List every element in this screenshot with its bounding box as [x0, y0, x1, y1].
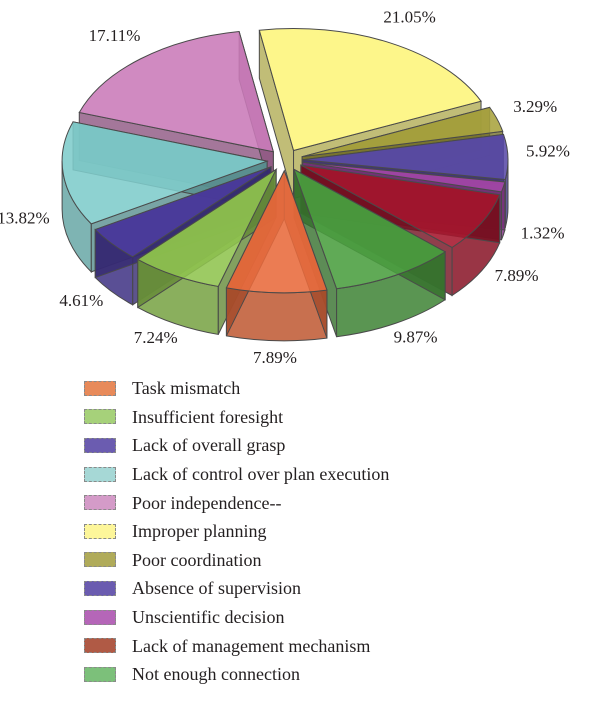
- legend-swatch: [84, 495, 116, 511]
- legend-swatch: [84, 466, 116, 482]
- pie-chart: 7.89% 7.24% 4.61% 13.82% 17.11% 21.05% 3.29% 5.…: [0, 8, 570, 367]
- legend-swatch: [84, 638, 116, 654]
- legend-item: Unscientific decision: [84, 603, 564, 632]
- legend-label: Not enough connection: [132, 664, 300, 685]
- chart-legend: Task mismatch Insufficient foresight Lac…: [84, 374, 564, 689]
- legend-swatch: [84, 666, 116, 682]
- slice-percent-label: 7.89%: [253, 348, 297, 367]
- legend-label: Poor independence--: [132, 492, 282, 513]
- legend-label: Lack of overall grasp: [132, 435, 286, 456]
- slice-percent-label: 5.92%: [526, 141, 570, 160]
- legend-label: Poor coordination: [132, 549, 262, 570]
- legend-swatch: [84, 580, 116, 596]
- legend-item: Task mismatch: [84, 374, 564, 403]
- pie-slice-top: [302, 133, 509, 181]
- legend-item: Lack of control over plan execution: [84, 460, 564, 489]
- legend-label: Improper planning: [132, 521, 267, 542]
- pie-slice-top: [225, 169, 328, 294]
- pie-slice: [225, 169, 328, 342]
- pie-chart-svg: 7.89% 7.24% 4.61% 13.82% 17.11% 21.05% 3.29% 5.…: [0, 8, 570, 367]
- legend-item: Insufficient foresight: [84, 403, 564, 432]
- legend-label: Lack of control over plan execution: [132, 464, 390, 485]
- pie-slice-top: [293, 168, 447, 290]
- legend-item: Poor coordination: [84, 546, 564, 575]
- legend-item: Improper planning: [84, 517, 564, 546]
- legend-item: Poor independence--: [84, 488, 564, 517]
- slice-percent-label: 7.89%: [495, 266, 539, 285]
- slice-percent-label: 9.87%: [394, 328, 438, 347]
- legend-swatch: [84, 552, 116, 568]
- pie-slice-top: [258, 27, 482, 152]
- legend-label: Absence of supervision: [132, 578, 301, 599]
- slice-percent-label: 3.29%: [513, 97, 557, 116]
- slice-percent-label: 21.05%: [383, 8, 435, 27]
- legend-swatch: [84, 523, 116, 539]
- pie-slice-top: [136, 167, 278, 287]
- legend-item: Lack of overall grasp: [84, 431, 564, 460]
- legend-swatch: [84, 609, 116, 625]
- slice-percent-label: 17.11%: [89, 26, 141, 45]
- legend-item: Lack of management mechanism: [84, 631, 564, 660]
- pie-slice-top: [61, 121, 269, 225]
- slice-percent-label: 4.61%: [59, 291, 103, 310]
- slice-percent-label: 1.32%: [521, 224, 565, 243]
- legend-swatch: [84, 380, 116, 396]
- pie-slice-top: [302, 106, 504, 158]
- pie-slice-top: [78, 30, 275, 153]
- pie-slice-top: [300, 164, 501, 249]
- pie-slice-top: [94, 166, 272, 258]
- pie-slice-top: [302, 161, 506, 193]
- slice-percent-label: 13.82%: [0, 209, 50, 228]
- legend-item: Not enough connection: [84, 660, 564, 689]
- legend-label: Insufficient foresight: [132, 406, 284, 427]
- legend-item: Absence of supervision: [84, 574, 564, 603]
- slice-percent-label: 7.24%: [134, 328, 178, 347]
- pie-slice: [293, 168, 447, 338]
- legend-label: Lack of management mechanism: [132, 635, 371, 656]
- legend-swatch: [84, 409, 116, 425]
- legend-label: Task mismatch: [132, 378, 241, 399]
- legend-label: Unscientific decision: [132, 607, 285, 628]
- legend-swatch: [84, 437, 116, 453]
